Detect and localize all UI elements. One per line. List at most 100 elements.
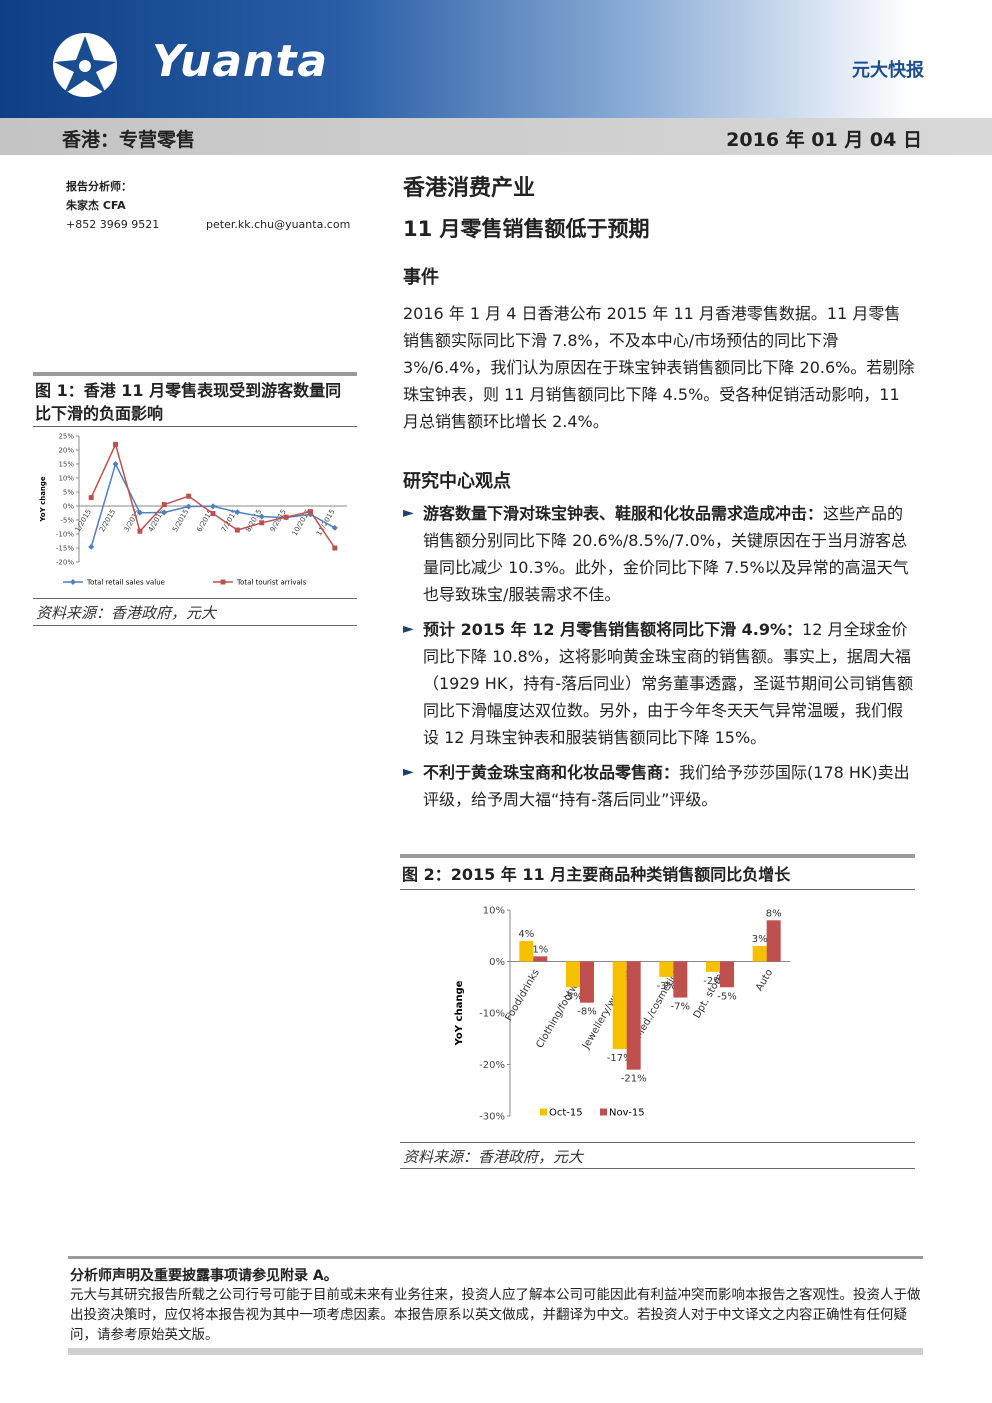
point — [234, 527, 240, 533]
analyst-name: 朱家杰 CFA — [66, 199, 126, 212]
y-tick-label: 25% — [58, 432, 74, 440]
data-label: -2% — [703, 976, 722, 987]
data-label: 8% — [766, 908, 782, 919]
bar — [752, 946, 767, 962]
point — [137, 528, 143, 534]
view-lead: 预计 2015 年 12 月零售销售额将同比下滑 4.9%： — [423, 620, 803, 639]
figure-rule — [33, 372, 357, 376]
chart: 10%0%-10%-20%-30%YoY change Food/drinksCl… — [454, 906, 790, 1123]
sub-header-band — [0, 118, 992, 155]
y-tick-label: -10% — [479, 1009, 505, 1020]
y-tick-label: -30% — [479, 1112, 505, 1123]
y-tick-label: 10% — [483, 906, 505, 917]
y-tick-label: 0% — [63, 502, 74, 510]
point — [331, 524, 338, 531]
y-tick-label: 0% — [489, 957, 505, 968]
analyst-email: peter.kk.chu@yuanta.com — [206, 218, 351, 231]
legend-label: Oct-15 — [549, 1108, 583, 1119]
point — [234, 509, 241, 516]
view-text: 这些产品的销售额分别同比下降 20.6%/8.5%/7.0%，关键原因在于当月游… — [423, 504, 909, 604]
legend-label: Total retail sales value — [86, 578, 165, 586]
date: 2016 年 01 月 04 日 — [726, 129, 922, 151]
header-band: Yuanta 元大快报 — [0, 0, 992, 118]
bar — [519, 940, 534, 962]
y-tick-label: 10% — [58, 474, 74, 482]
bar — [766, 920, 781, 962]
y-tick-label: -10% — [56, 530, 74, 538]
view-item: 游客数量下滑对珠宝钟表、鞋服和化妆品需求造成冲击：这些产品的销售额分别同比下降 … — [403, 500, 915, 608]
figure-rule — [33, 426, 357, 427]
view-lead: 不利于黄金珠宝商和化妆品零售商： — [423, 763, 680, 782]
figure-rule — [400, 854, 915, 858]
bar — [720, 961, 734, 988]
legend-label: Nov-15 — [609, 1108, 645, 1119]
x-tick-label: Food/drinks — [503, 968, 541, 1024]
figure-source: 资料来源：香港政府，元大 — [36, 604, 217, 622]
x-tick-label: 5/2015 — [171, 508, 190, 533]
view-item: 预计 2015 年 12 月零售销售额将同比下滑 4.9%：12 月全球金价同比… — [403, 616, 915, 751]
logo-icon — [53, 33, 117, 97]
data-label: -3% — [657, 981, 676, 992]
data-label: 3% — [752, 934, 768, 945]
figure-source: 资料来源：香港政府，元大 — [403, 1148, 584, 1166]
event-heading: 事件 — [403, 267, 439, 288]
point — [283, 514, 289, 520]
point — [113, 441, 119, 447]
data-label: -8% — [577, 1007, 596, 1018]
y-tick-label: 15% — [58, 460, 74, 468]
legend-label: Total tourist arrivals — [236, 578, 307, 586]
legend-swatch — [540, 1108, 547, 1116]
figure-rule — [400, 1142, 915, 1143]
figure-caption: 图 2：2015 年 11 月主要商品种类销售额同比负增长 — [402, 865, 791, 884]
views-heading: 研究中心观点 — [403, 471, 511, 492]
bar — [659, 961, 674, 977]
y-axis-title: YoY change — [39, 476, 47, 523]
point — [88, 543, 95, 550]
legend-swatch — [600, 1108, 607, 1116]
data-label: 1% — [532, 944, 548, 955]
view-lead: 游客数量下滑对珠宝钟表、鞋服和化妆品需求造成冲击： — [423, 504, 824, 523]
disclaimer-text: 元大与其研究报告所载之公司行号可能于目前或未来有业务往来，投资人应了解本公司可能… — [70, 1287, 921, 1343]
report-tag: 元大快报 — [852, 60, 924, 81]
point — [88, 495, 94, 501]
point — [161, 509, 168, 516]
industry-title: 香港消费产业 — [403, 176, 536, 201]
point — [210, 511, 216, 517]
y-tick-label: 20% — [58, 446, 74, 454]
point — [258, 513, 265, 520]
y-tick-label: -20% — [56, 558, 74, 566]
bar — [612, 961, 627, 1050]
y-tick-label: 5% — [63, 488, 74, 496]
disclaimer-rule — [68, 1348, 923, 1355]
data-label: -21% — [621, 1074, 647, 1085]
point — [332, 545, 338, 551]
chart: 25% 20% 15% 10% 5% 0% -5% -10% -15% -20% YoY chang… — [39, 432, 347, 586]
y-tick-label: -15% — [56, 544, 74, 552]
y-tick-label: -20% — [479, 1060, 505, 1071]
figure-rule — [400, 889, 915, 890]
data-label: -17% — [607, 1053, 633, 1064]
point — [70, 579, 76, 585]
bar — [580, 961, 594, 1003]
disclaimer-title: 分析师声明及重要披露事项请参见附录 A。 — [70, 1268, 338, 1284]
view-text: 我们给予莎莎国际(178 HK)卖出评级，给予周大福“持有-落后同业”评级。 — [423, 763, 910, 809]
views-list: 游客数量下滑对珠宝钟表、鞋服和化妆品需求造成冲击：这些产品的销售额分别同比下降 … — [403, 500, 915, 821]
point — [161, 502, 167, 508]
point — [210, 503, 216, 510]
x-tick-label: 1/2015 — [74, 508, 93, 533]
y-tick-label: -5% — [60, 516, 74, 524]
x-tick-label: Auto — [754, 968, 775, 994]
bar — [706, 961, 720, 972]
headline: 11 月零售销售额低于预期 — [403, 217, 650, 241]
view-item: 不利于黄金珠宝商和化妆品零售商：我们给予莎莎国际(178 HK)卖出评级，给予周… — [403, 759, 915, 813]
data-label: -5% — [717, 991, 736, 1002]
sector: 香港：专营零售 — [62, 129, 196, 151]
point — [112, 461, 119, 467]
point — [220, 579, 226, 585]
view-text: 12 月全球金价同比下降 10.8%，这将影响黄金珠宝商的销售额。事实上，据周大… — [423, 620, 914, 747]
bar — [673, 961, 688, 998]
point — [185, 503, 192, 510]
figure-rule — [33, 625, 357, 626]
data-label: 4% — [518, 929, 534, 940]
